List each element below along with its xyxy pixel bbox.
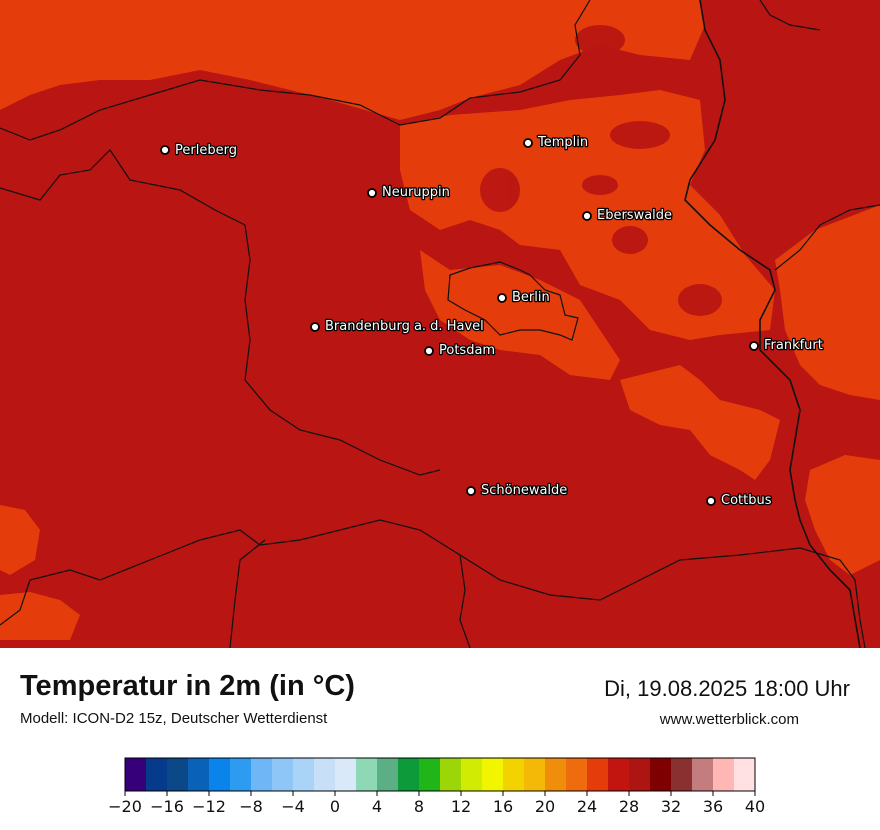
legend-bin: [272, 758, 294, 791]
legend-tick-label: −12: [192, 797, 226, 816]
legend-bin: [629, 758, 651, 791]
forecast-datetime: Di, 19.08.2025 18:00 Uhr: [604, 676, 850, 701]
city-label: Schönewalde: [481, 483, 567, 498]
legend-bin: [314, 758, 336, 791]
legend-bin: [503, 758, 525, 791]
warm-region-southeast: [805, 455, 880, 575]
legend-tick-label: 20: [535, 797, 555, 816]
city-schoenewalde[interactable]: Schönewalde: [466, 482, 569, 499]
state-border-sw: [229, 539, 266, 648]
map-title: Temperatur in 2m (in °C): [20, 670, 355, 702]
legend-bin: [608, 758, 630, 791]
legend-tick-label: 24: [577, 797, 597, 816]
legend-tick-label: 4: [372, 797, 382, 816]
legend-bin: [293, 758, 315, 791]
city-label: Berlin: [512, 290, 550, 305]
state-border-west: [0, 149, 441, 476]
state-border-ne: [759, 0, 821, 31]
legend-tick-label: 40: [745, 797, 765, 816]
legend-bin: [650, 758, 672, 791]
warm-region-west: [0, 505, 40, 575]
legend-tick-label: 0: [330, 797, 340, 816]
legend-tick-label: 36: [703, 797, 723, 816]
legend-tick-label: −16: [150, 797, 184, 816]
legend-bin: [125, 758, 147, 791]
state-border-sw2: [459, 554, 471, 648]
city-eberswalde[interactable]: Eberswalde: [582, 207, 673, 224]
city-label: Cottbus: [721, 493, 772, 508]
national-border-east: [774, 204, 880, 271]
city-frankfurt[interactable]: Frankfurt: [749, 337, 824, 354]
legend-color-bins: [125, 758, 756, 791]
city-perleberg[interactable]: Perleberg: [160, 142, 238, 159]
city-berlin[interactable]: Berlin: [497, 289, 551, 306]
temperature-map[interactable]: Perleberg Templin Neuruppin Eberswalde B…: [0, 0, 880, 648]
warm-region-north: [0, 0, 705, 120]
city-label: Potsdam: [439, 343, 495, 358]
city-potsdam[interactable]: Potsdam: [424, 342, 496, 359]
legend-bin: [146, 758, 168, 791]
warm-region-center: [420, 250, 620, 380]
national-border-oder: [684, 0, 861, 648]
legend-bin: [524, 758, 546, 791]
legend-tick-label: 8: [414, 797, 424, 816]
city-markers: Perleberg Templin Neuruppin Eberswalde B…: [160, 134, 824, 509]
legend-bin: [545, 758, 567, 791]
website-link[interactable]: www.wetterblick.com: [659, 711, 799, 728]
legend-bin: [566, 758, 588, 791]
city-label: Perleberg: [175, 143, 237, 158]
city-neuruppin[interactable]: Neuruppin: [367, 184, 451, 201]
legend-bin: [482, 758, 504, 791]
legend-tick-label: −20: [108, 797, 142, 816]
legend-bin: [230, 758, 252, 791]
legend-bin: [398, 758, 420, 791]
city-cottbus[interactable]: Cottbus: [706, 492, 773, 509]
legend-tick-label: 16: [493, 797, 513, 816]
legend-tick-label: 28: [619, 797, 639, 816]
legend-bin: [377, 758, 399, 791]
legend-bin: [440, 758, 462, 791]
legend-bin: [734, 758, 756, 791]
city-label: Templin: [537, 135, 588, 150]
berlin-border: [447, 261, 579, 341]
city-label: Frankfurt: [764, 338, 823, 353]
legend-tick-label: 32: [661, 797, 681, 816]
legend-bin: [251, 758, 273, 791]
state-border-south: [0, 519, 866, 648]
city-templin[interactable]: Templin: [523, 134, 589, 151]
legend-bin: [419, 758, 441, 791]
warm-region-oder: [620, 365, 780, 480]
legend-frame: [124, 757, 756, 792]
legend-tick-label: −4: [281, 797, 305, 816]
city-label: Eberswalde: [597, 208, 672, 223]
border-lines: [0, 0, 880, 648]
legend-bin: [713, 758, 735, 791]
legend-bin: [356, 758, 378, 791]
state-border-north: [0, 0, 591, 141]
legend-bin: [587, 758, 609, 791]
legend-bin: [335, 758, 357, 791]
legend-bin: [188, 758, 210, 791]
warm-region-southwest: [0, 592, 80, 640]
legend-bin: [209, 758, 231, 791]
city-label: Neuruppin: [382, 185, 450, 200]
legend-bin: [167, 758, 189, 791]
model-info: Modell: ICON-D2 15z, Deutscher Wetterdie…: [20, 710, 328, 727]
warm-region-far-east: [775, 205, 880, 400]
legend-bin: [461, 758, 483, 791]
legend-bin: [692, 758, 714, 791]
city-brandenburg[interactable]: Brandenburg a. d. Havel: [310, 318, 485, 335]
color-legend: −20 −16 −12 −8 −4 0 4 8 12 16 20 24 28 32 36 40: [108, 757, 765, 816]
legend-bin: [671, 758, 693, 791]
warm-patches: [480, 20, 868, 316]
legend-tick-label: −8: [239, 797, 263, 816]
legend-ticks: −20 −16 −12 −8 −4 0 4 8 12 16 20 24 28 32 36 40: [108, 791, 765, 816]
legend-tick-label: 12: [451, 797, 471, 816]
city-label: Brandenburg a. d. Havel: [325, 319, 484, 334]
